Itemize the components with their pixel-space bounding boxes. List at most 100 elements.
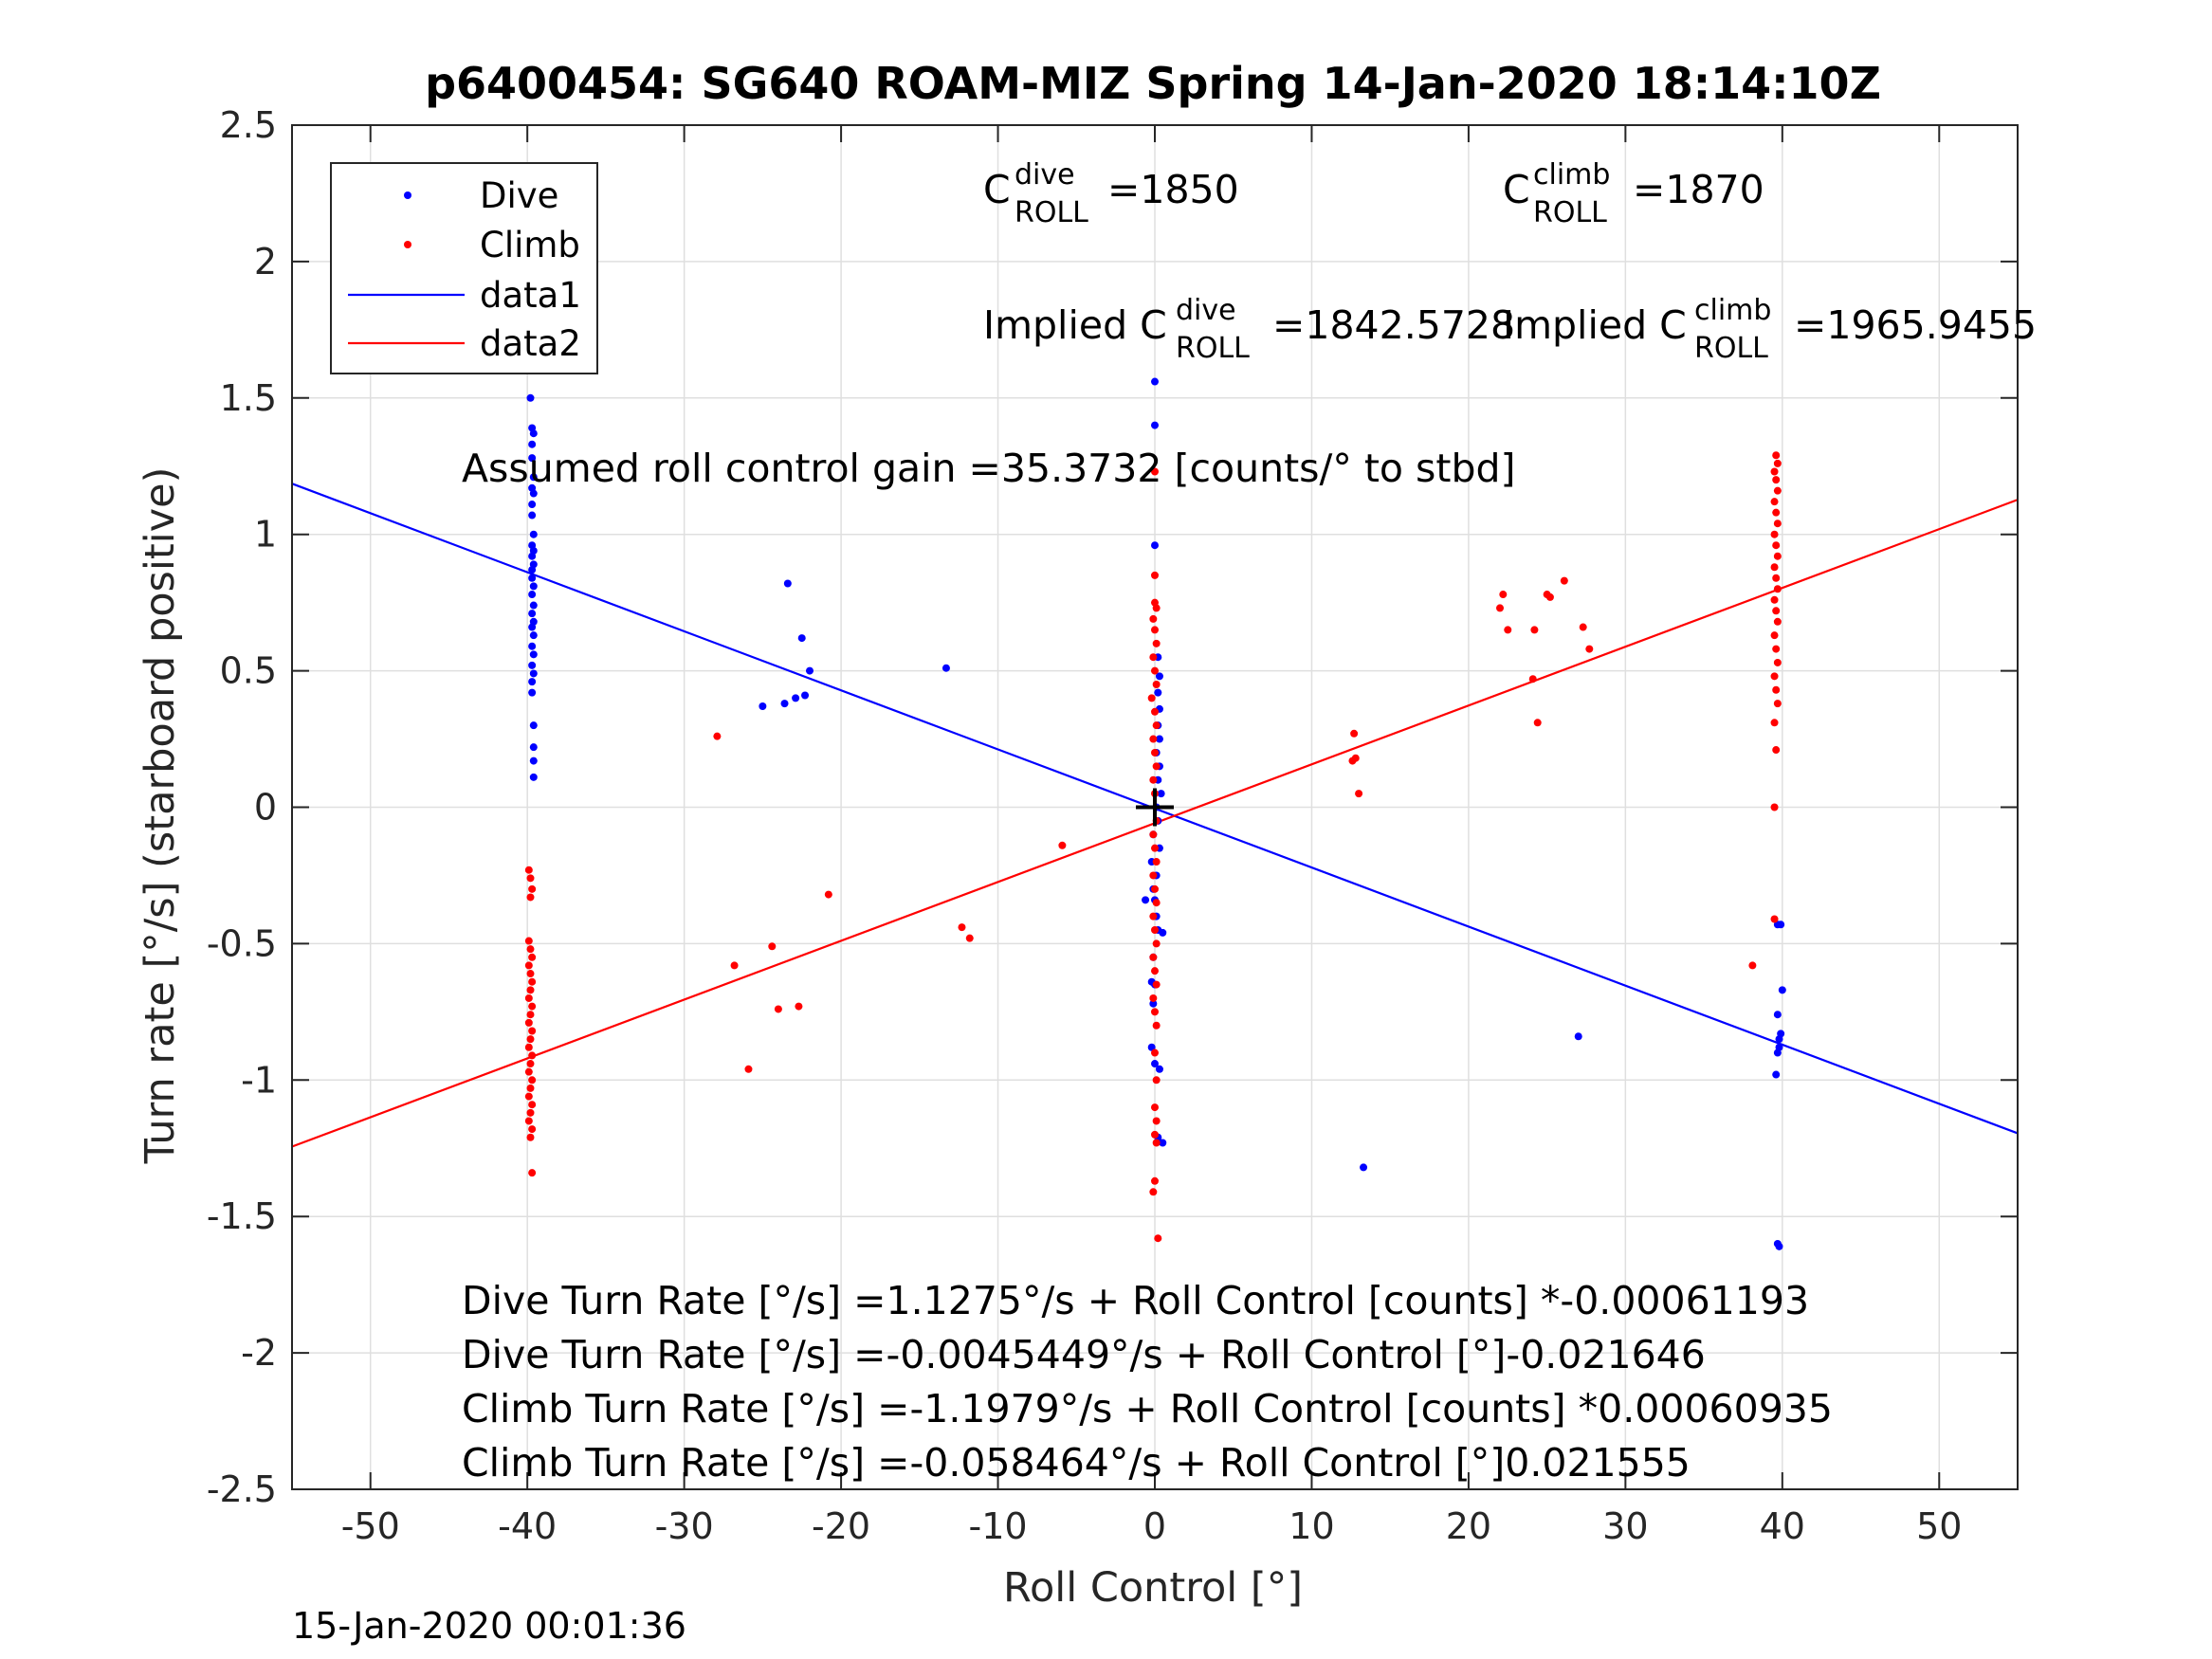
point-climb xyxy=(1350,729,1359,738)
legend-label-climb: Climb xyxy=(480,225,580,265)
point-dive xyxy=(528,552,537,560)
point-climb xyxy=(1151,926,1159,935)
roll-gain-annotation: Assumed roll control gain =35.3732 [coun… xyxy=(462,446,1516,491)
point-climb xyxy=(1151,467,1159,476)
point-dive xyxy=(529,721,538,730)
point-climb xyxy=(1149,653,1158,662)
point-climb xyxy=(744,1065,753,1073)
point-climb xyxy=(1152,639,1161,647)
point-climb xyxy=(524,994,533,1002)
point-climb xyxy=(524,1067,533,1076)
point-climb xyxy=(1499,591,1508,599)
point-climb xyxy=(1151,1130,1159,1139)
legend-label-dive: Dive xyxy=(480,175,558,216)
point-climb xyxy=(1151,884,1159,893)
point-dive xyxy=(528,688,537,697)
fit-equation-4: Climb Turn Rate [°/s] =-0.058464°/s + Ro… xyxy=(462,1440,1691,1486)
point-dive xyxy=(1159,928,1167,937)
point-climb xyxy=(1772,508,1781,517)
point-dive xyxy=(528,661,537,669)
y-tick-label: 0.5 xyxy=(220,650,277,692)
fit-equation-1: Dive Turn Rate [°/s] =1.1275°/s + Roll C… xyxy=(462,1278,1809,1323)
point-climb xyxy=(774,1005,782,1013)
point-climb xyxy=(524,937,533,945)
y-tick-label: -0.5 xyxy=(207,922,277,964)
point-climb xyxy=(1149,871,1158,880)
point-climb xyxy=(1770,563,1779,572)
y-tick-label: 0 xyxy=(254,787,277,829)
point-dive xyxy=(529,631,538,640)
point-climb xyxy=(1772,685,1781,694)
point-climb xyxy=(1770,467,1779,476)
point-climb xyxy=(1151,571,1159,579)
point-dive xyxy=(528,678,537,686)
point-climb xyxy=(958,923,966,932)
point-dive xyxy=(1151,421,1159,429)
c-roll-dive-annotation: C dive ROLL =1850 xyxy=(983,148,1239,231)
y-tick-label: -2 xyxy=(241,1332,277,1374)
implied-c-roll-dive-annotation: Implied C dive ROLL =1842.5728 xyxy=(983,283,1515,367)
point-climb xyxy=(1152,980,1161,989)
point-dive xyxy=(529,669,538,678)
x-tick-label: -40 xyxy=(498,1505,557,1547)
implied-climb-sup: climb xyxy=(1694,294,1771,327)
x-tick-label: -50 xyxy=(341,1505,400,1547)
point-dive xyxy=(529,650,538,659)
point-climb xyxy=(1151,844,1159,852)
point-dive xyxy=(1159,1139,1167,1147)
legend-swatch-dive xyxy=(404,191,411,199)
implied-dive-sub: ROLL xyxy=(1176,332,1250,365)
legend-label-data2: data2 xyxy=(480,323,581,364)
y-tick-label: 1 xyxy=(254,514,277,556)
point-climb xyxy=(1504,626,1512,634)
point-climb xyxy=(1770,530,1779,538)
x-tick-label: 30 xyxy=(1602,1505,1648,1547)
y-tick-label: 1.5 xyxy=(220,377,277,419)
point-climb xyxy=(1154,1234,1162,1243)
x-axis-label: Roll Control [°] xyxy=(1003,1564,1303,1612)
point-climb xyxy=(1151,967,1159,975)
point-climb xyxy=(965,934,974,942)
c-roll-dive-sup: dive xyxy=(1015,158,1075,191)
point-climb xyxy=(1149,1188,1158,1196)
point-climb xyxy=(1772,574,1781,582)
point-climb xyxy=(1351,754,1360,762)
point-climb xyxy=(1496,604,1504,612)
point-climb xyxy=(1152,1021,1161,1030)
point-climb xyxy=(730,961,739,970)
point-climb xyxy=(528,1169,537,1177)
point-dive xyxy=(529,601,538,610)
point-climb xyxy=(1151,1176,1159,1185)
timestamp: 15-Jan-2020 00:01:36 xyxy=(292,1605,686,1647)
point-climb xyxy=(1545,592,1554,601)
point-climb xyxy=(1585,645,1594,653)
point-dive xyxy=(1157,790,1165,798)
point-climb xyxy=(1770,498,1779,506)
point-climb xyxy=(1773,658,1782,666)
point-dive xyxy=(529,773,538,781)
x-tick-label: 20 xyxy=(1446,1505,1491,1547)
point-climb xyxy=(1149,614,1158,623)
point-climb xyxy=(713,732,722,740)
c-roll-climb-value: =1870 xyxy=(1633,167,1764,212)
point-dive xyxy=(792,694,800,702)
point-climb xyxy=(1773,700,1782,708)
point-climb xyxy=(1530,626,1539,634)
point-dive xyxy=(528,454,537,463)
point-dive xyxy=(801,691,810,700)
point-climb xyxy=(824,890,832,899)
point-climb xyxy=(526,1060,535,1068)
implied-climb-sub: ROLL xyxy=(1694,332,1768,365)
x-tick-label: -30 xyxy=(655,1505,714,1547)
legend-swatch-climb xyxy=(404,241,411,248)
point-climb xyxy=(1770,803,1779,811)
point-dive xyxy=(1155,1065,1163,1073)
point-dive xyxy=(1151,541,1159,550)
point-dive xyxy=(529,489,538,498)
point-climb xyxy=(1770,915,1779,923)
point-dive xyxy=(529,429,538,438)
point-climb xyxy=(526,986,535,994)
point-dive xyxy=(528,591,537,599)
point-climb xyxy=(528,1076,537,1085)
